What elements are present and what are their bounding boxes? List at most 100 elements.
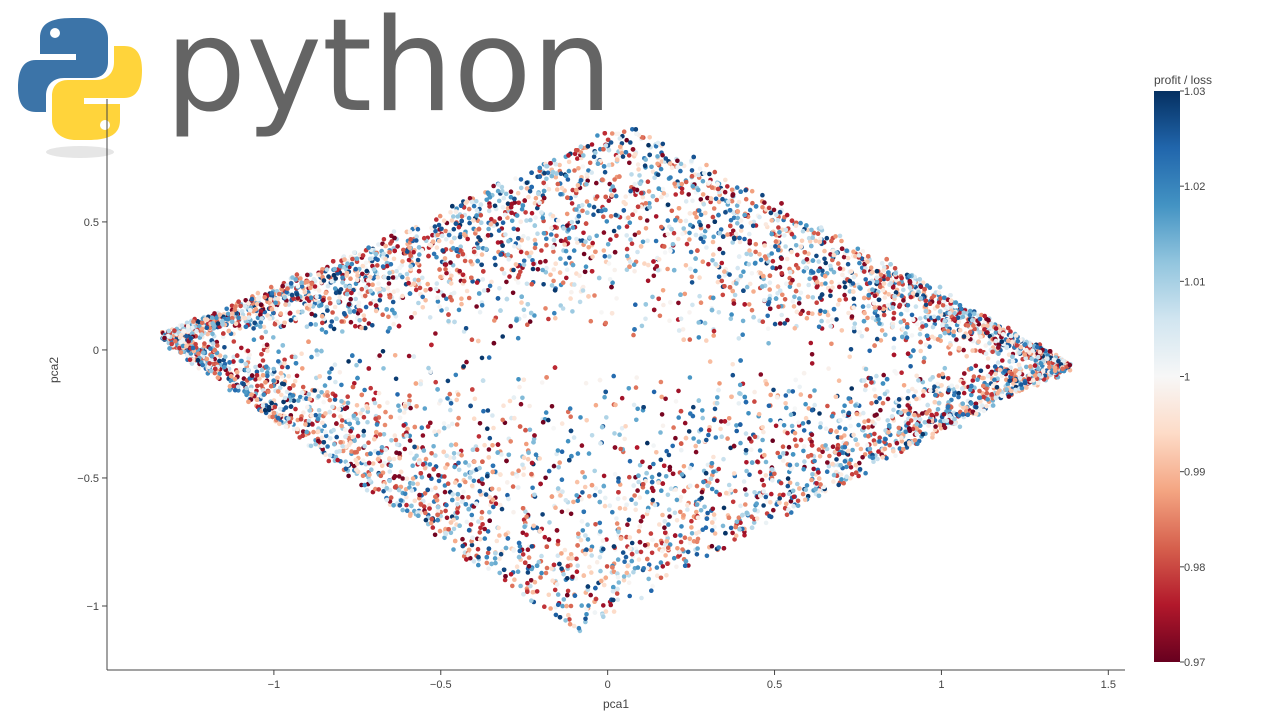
scatter-point [696,335,702,340]
scatter-point [414,238,419,243]
scatter-point [525,236,531,241]
scatter-point [920,411,925,416]
scatter-point [702,228,708,234]
scatter-point [822,248,827,254]
scatter-point [762,243,767,248]
scatter-point [629,558,635,564]
scatter-point [655,154,660,159]
scatter-point [763,473,769,478]
scatter-point [571,435,577,440]
scatter-point [524,186,530,191]
scatter-point [581,230,586,236]
scatter-point [231,354,236,360]
scatter-point [734,185,740,190]
scatter-point [420,294,426,300]
scatter-point [743,187,748,193]
scatter-point [631,569,636,575]
scatter-point [354,461,360,467]
scatter-point [588,318,594,324]
scatter-point [628,140,633,145]
scatter-point [345,394,351,400]
scatter-point [877,435,882,441]
scatter-point [711,469,716,475]
scatter-point [474,304,479,309]
scatter-point [801,269,807,274]
scatter-point [541,282,546,287]
scatter-point [360,458,366,463]
scatter-point [714,489,719,495]
scatter-point [449,218,455,223]
scatter-point [936,300,942,305]
scatter-point [789,231,795,237]
scatter-point [558,256,563,262]
scatter-point [564,603,569,609]
python-logo: python [18,0,613,158]
scatter-point [546,468,552,474]
scatter-point [479,476,485,482]
scatter-point [377,404,382,409]
scatter-point [629,540,635,546]
scatter-point [694,509,699,515]
scatter-point [395,392,400,397]
scatter-point [660,564,666,569]
scatter-point [578,537,584,543]
scatter-point [396,474,402,479]
scatter-point [634,375,639,380]
scatter-point [487,435,493,441]
scatter-point [626,580,632,585]
scatter-point [624,246,630,252]
scatter-point [292,379,298,384]
scatter-point [585,178,590,184]
scatter-point [795,503,801,509]
scatter-point [862,419,867,425]
scatter-point [891,336,897,342]
scatter-point [477,309,483,315]
scatter-point [464,288,470,294]
scatter-point [596,208,601,214]
scatter-point [212,370,218,376]
python-wordmark: python [165,0,613,141]
scatter-point [744,284,750,290]
scatter-point [687,465,693,471]
scatter-point [621,578,627,583]
scatter-point [728,217,734,223]
scatter-point [523,210,528,215]
scatter-point [308,443,314,449]
scatter-point [264,364,269,370]
scatter-point [720,250,726,256]
scatter-point [603,207,608,213]
scatter-point [546,592,552,598]
scatter-point [361,428,367,434]
scatter-point [601,473,607,479]
scatter-point [801,444,807,449]
scatter-point [508,194,514,200]
scatter-point [586,168,591,173]
scatter-point [1029,356,1034,362]
scatter-point [997,388,1002,393]
scatter-point [614,233,619,239]
scatter-point [775,218,781,223]
scatter-point [659,394,664,400]
scatter-point [338,287,344,292]
scatter-point [807,276,812,282]
scatter-point [253,364,258,370]
scatter-point [650,497,656,503]
scatter-point [331,326,337,332]
scatter-point [781,423,787,428]
scatter-point [391,321,397,327]
scatter-point [387,325,392,331]
scatter-point [480,522,485,527]
scatter-point [534,589,540,594]
scatter-point [791,503,796,509]
scatter-point [719,260,725,266]
scatter-point [653,144,659,149]
scatter-point [683,199,689,204]
scatter-point [605,137,611,143]
scatter-point [391,456,397,462]
scatter-point [702,171,707,176]
scatter-point [863,265,868,271]
scatter-point [689,531,695,536]
scatter-point [529,210,535,216]
scatter-point [847,289,853,294]
scatter-point [961,405,966,410]
